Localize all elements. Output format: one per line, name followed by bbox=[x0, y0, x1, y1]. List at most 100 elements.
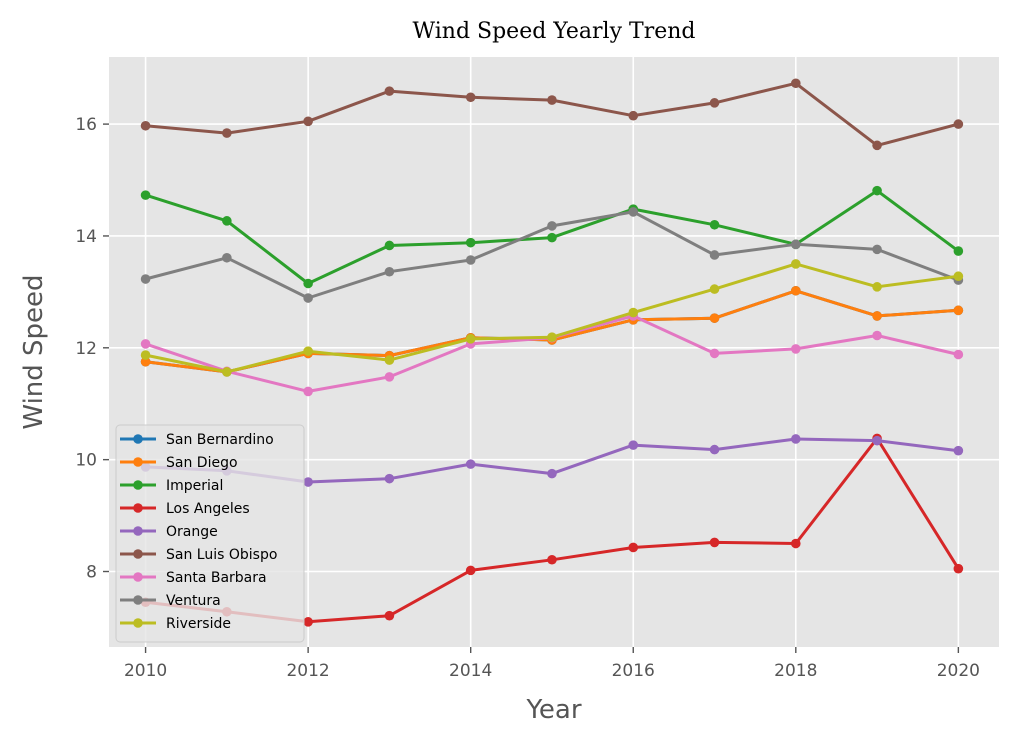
legend-label: Los Angeles bbox=[166, 501, 250, 517]
data-point bbox=[303, 293, 313, 303]
data-point bbox=[547, 554, 557, 565]
legend: San Bernardino San Diego Imperial Los Angel… bbox=[115, 424, 305, 643]
data-point bbox=[222, 216, 232, 226]
legend-item-santa-barbara: Santa Barbara bbox=[120, 570, 267, 586]
data-point bbox=[872, 140, 882, 151]
data-point bbox=[465, 237, 476, 248]
data-point bbox=[465, 565, 476, 576]
data-point bbox=[872, 282, 882, 292]
data-point bbox=[709, 250, 720, 260]
legend-marker bbox=[133, 595, 143, 605]
data-point bbox=[140, 120, 151, 131]
data-point bbox=[709, 98, 720, 108]
legend-item-ventura: Ventura bbox=[120, 593, 221, 609]
data-point bbox=[140, 356, 151, 367]
data-point bbox=[140, 274, 151, 284]
legend-marker bbox=[133, 526, 143, 536]
chart-title: Wind Speed Yearly Trend bbox=[413, 19, 696, 44]
x-tick-label: 2018 bbox=[774, 661, 817, 681]
data-point bbox=[222, 128, 232, 138]
series-lines bbox=[140, 78, 964, 627]
data-point bbox=[303, 617, 313, 627]
legend-marker bbox=[133, 618, 143, 628]
data-point bbox=[953, 271, 964, 282]
y-tick-label: 10 bbox=[75, 451, 97, 471]
data-point bbox=[384, 473, 395, 484]
legend-item-san-diego: San Diego bbox=[120, 455, 238, 471]
y-tick-label: 12 bbox=[75, 339, 97, 359]
data-point bbox=[222, 252, 232, 263]
data-point bbox=[791, 285, 801, 296]
legend-item-orange: Orange bbox=[120, 524, 218, 540]
data-point bbox=[465, 92, 476, 103]
data-point bbox=[953, 305, 964, 316]
data-point bbox=[465, 255, 476, 265]
data-point bbox=[872, 311, 882, 321]
data-point bbox=[953, 563, 964, 574]
data-point bbox=[628, 307, 639, 318]
data-point bbox=[303, 346, 313, 356]
legend-label: Santa Barbara bbox=[166, 570, 267, 586]
data-point bbox=[709, 537, 720, 548]
legend-label: Imperial bbox=[166, 478, 223, 494]
data-point bbox=[791, 78, 801, 89]
data-point bbox=[709, 313, 720, 323]
x-tick-label: 2020 bbox=[937, 661, 980, 681]
data-point bbox=[709, 219, 720, 230]
x-axis-label: Year bbox=[525, 695, 581, 725]
data-point bbox=[384, 355, 395, 365]
data-point bbox=[628, 440, 639, 450]
series-san-luis-obispo bbox=[140, 78, 964, 151]
data-point bbox=[384, 86, 395, 96]
data-point bbox=[709, 348, 720, 359]
legend-item-los-angeles: Los Angeles bbox=[120, 501, 250, 517]
data-point bbox=[384, 372, 395, 382]
legend-label: San Luis Obispo bbox=[166, 547, 277, 563]
data-point bbox=[384, 240, 395, 251]
legend-label: San Bernardino bbox=[166, 432, 274, 448]
data-point bbox=[140, 339, 151, 349]
legend-label: San Diego bbox=[166, 455, 238, 471]
data-point bbox=[465, 459, 476, 469]
data-point bbox=[953, 119, 964, 129]
legend-marker bbox=[133, 457, 143, 467]
data-point bbox=[872, 244, 882, 255]
data-point bbox=[303, 477, 313, 487]
data-point bbox=[628, 110, 639, 121]
data-point bbox=[791, 239, 801, 250]
data-point bbox=[953, 445, 964, 456]
y-tick-label: 14 bbox=[75, 227, 97, 247]
data-point bbox=[140, 350, 151, 360]
data-point bbox=[384, 266, 395, 277]
legend-label: Orange bbox=[166, 524, 218, 540]
data-point bbox=[547, 95, 557, 105]
data-point bbox=[791, 344, 801, 354]
y-tick-label: 8 bbox=[86, 563, 97, 583]
legend-label: Riverside bbox=[166, 616, 231, 632]
x-tick-label: 2010 bbox=[124, 661, 167, 681]
y-tick-label: 16 bbox=[75, 115, 97, 135]
legend-marker bbox=[133, 503, 143, 513]
data-point bbox=[547, 332, 557, 342]
legend-marker bbox=[133, 572, 143, 582]
y-axis-label: Wind Speed bbox=[19, 274, 49, 429]
data-point bbox=[222, 367, 232, 377]
x-tick-label: 2014 bbox=[449, 661, 492, 681]
data-point bbox=[628, 542, 639, 553]
legend-marker bbox=[133, 549, 143, 559]
data-point bbox=[872, 435, 882, 446]
data-point bbox=[465, 334, 476, 344]
data-point bbox=[628, 207, 639, 217]
data-point bbox=[872, 185, 882, 196]
data-point bbox=[953, 246, 964, 256]
data-point bbox=[791, 434, 801, 444]
legend-item-san-luis-obispo: San Luis Obispo bbox=[120, 547, 277, 563]
data-point bbox=[303, 278, 313, 289]
legend-item-riverside: Riverside bbox=[120, 616, 231, 632]
series-riverside bbox=[140, 259, 964, 377]
data-point bbox=[303, 386, 313, 397]
data-point bbox=[872, 330, 882, 341]
legend-label: Ventura bbox=[166, 593, 221, 609]
legend-item-san-bernardino: San Bernardino bbox=[120, 432, 274, 448]
